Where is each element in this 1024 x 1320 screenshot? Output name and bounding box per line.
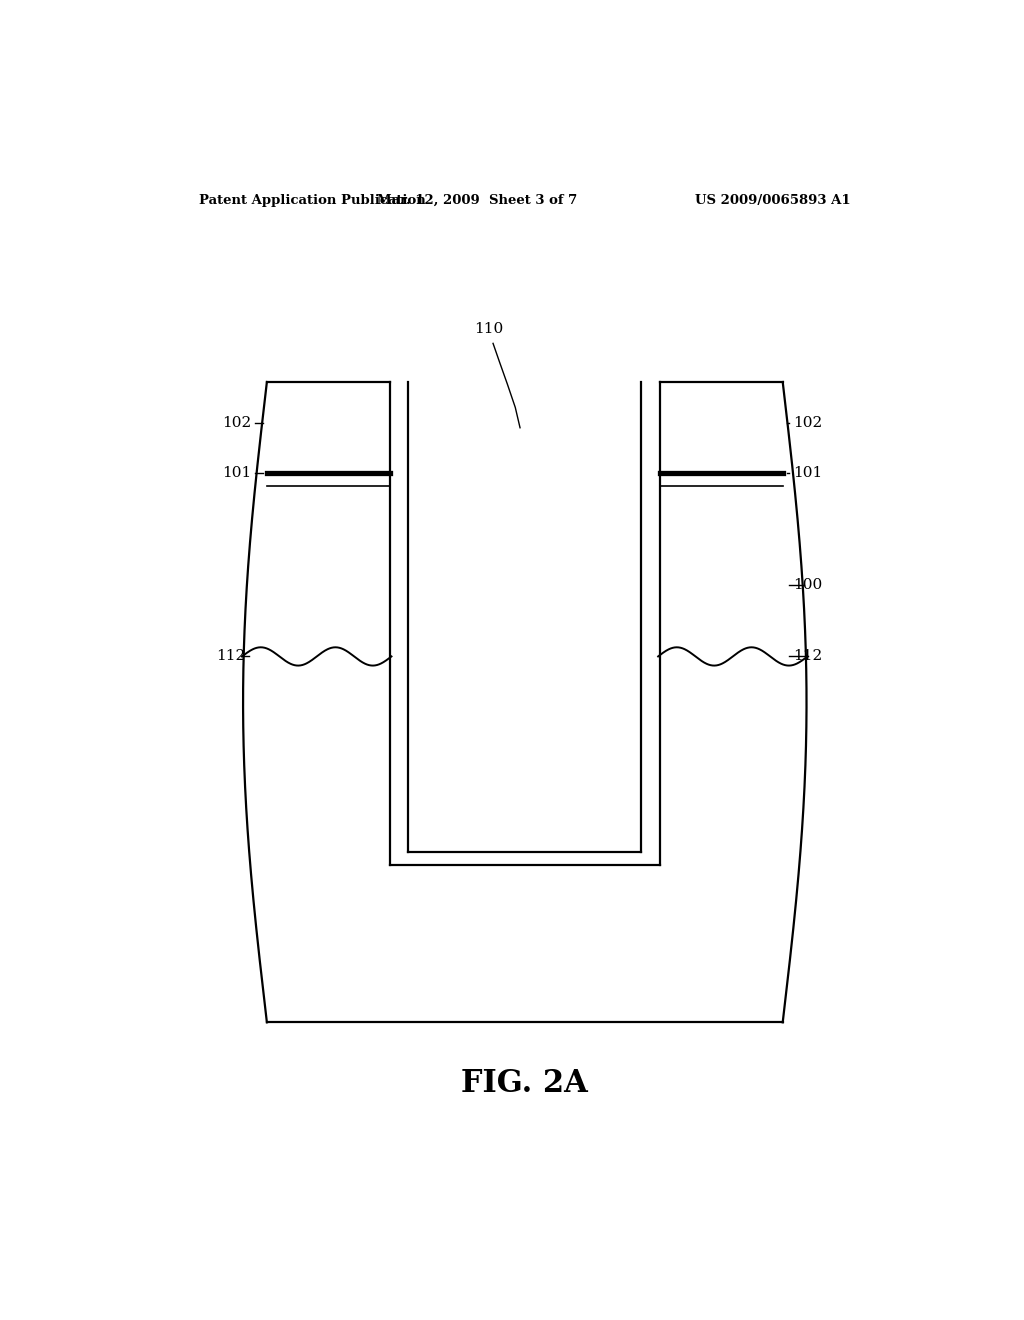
Text: 102: 102 <box>222 416 251 430</box>
Text: 102: 102 <box>793 416 822 430</box>
Text: FIG. 2A: FIG. 2A <box>462 1068 588 1098</box>
Text: 112: 112 <box>216 649 246 664</box>
Text: Patent Application Publication: Patent Application Publication <box>200 194 426 207</box>
Text: 101: 101 <box>222 466 251 480</box>
Text: 110: 110 <box>474 322 504 337</box>
Text: 100: 100 <box>793 578 822 593</box>
Text: 112: 112 <box>793 649 822 664</box>
Text: Mar. 12, 2009  Sheet 3 of 7: Mar. 12, 2009 Sheet 3 of 7 <box>377 194 578 207</box>
Text: 101: 101 <box>793 466 822 480</box>
Text: US 2009/0065893 A1: US 2009/0065893 A1 <box>694 194 850 207</box>
